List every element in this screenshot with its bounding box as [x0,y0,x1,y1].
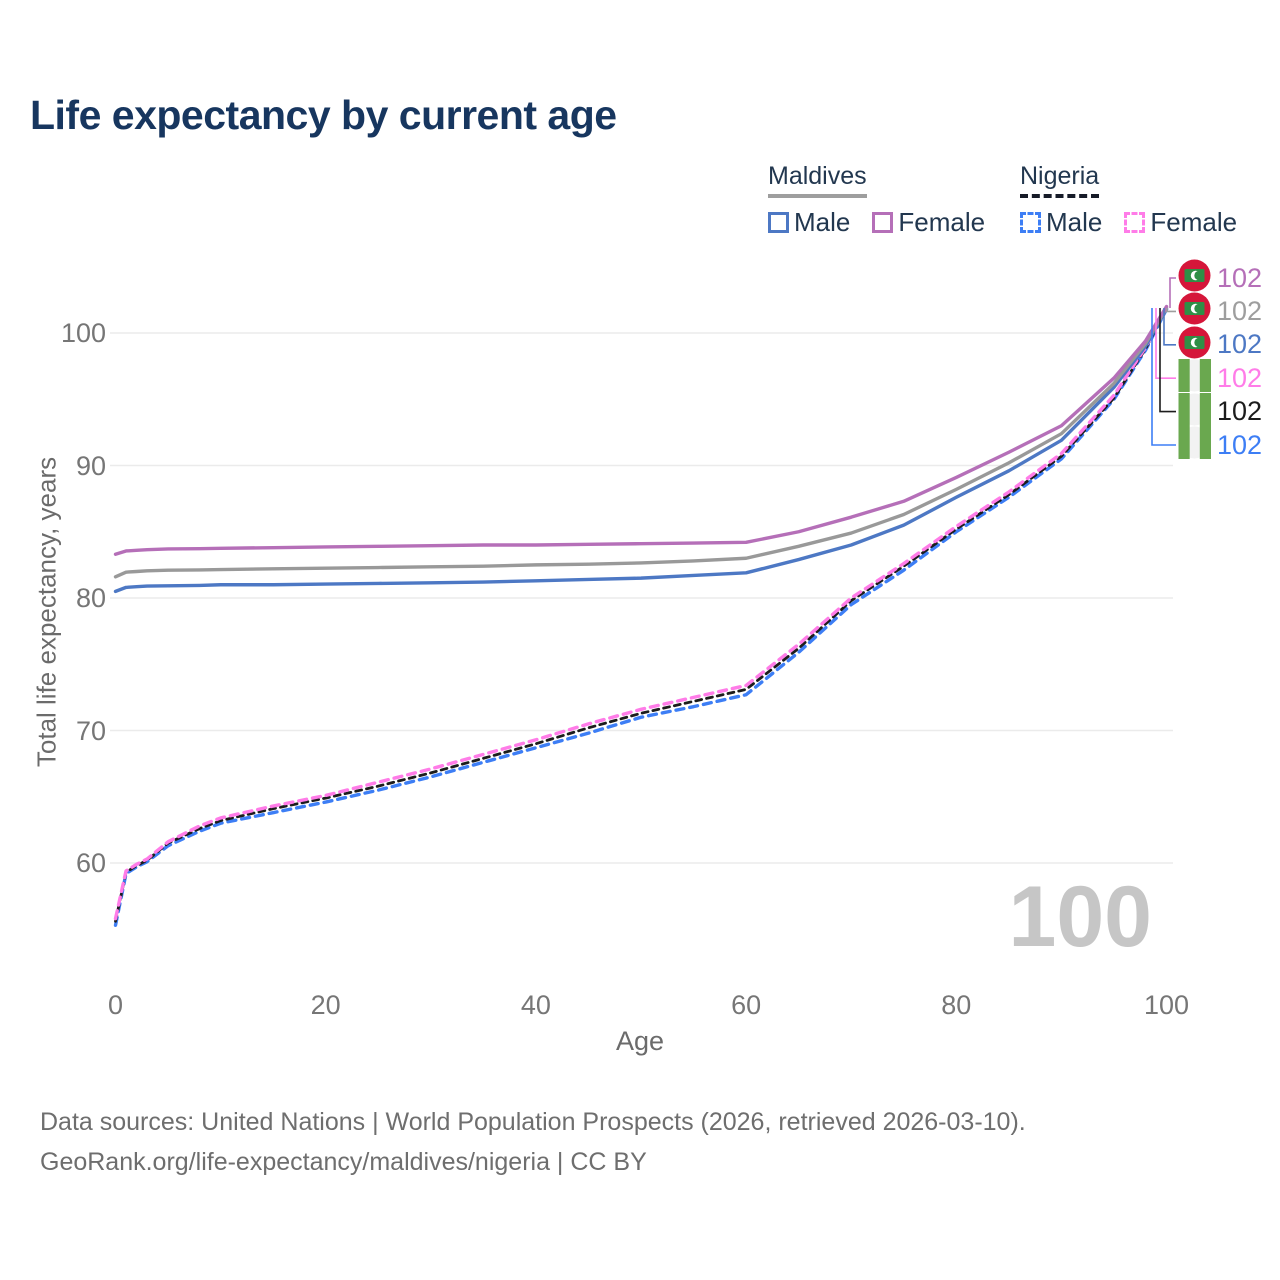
leader-line-nigeria-total [1159,308,1176,413]
x-tick-label: 0 [107,990,124,1020]
x-tick-label: 40 [520,990,551,1020]
legend-group-maldives: Maldives Male Female [768,162,1007,238]
legend-country-nigeria[interactable]: Nigeria [1020,162,1100,198]
nigeria-flag-icon [1178,426,1211,459]
legend-label: Male [1046,207,1103,237]
nigeria-male-swatch-icon [1020,212,1041,233]
end-label-value: 102 [1217,396,1263,427]
leader-line-nigeria-female [1155,308,1176,379]
series-line-nigeria-male [113,307,1169,927]
maldives-male-swatch-icon [768,212,789,233]
end-label-value: 102 [1217,362,1263,393]
x-axis-title: Age [615,1026,665,1056]
legend-label: Female [898,207,986,237]
legend-item-nigeria-male[interactable]: Male [1020,207,1102,238]
legend-group-nigeria: Nigeria Male Female [1020,162,1259,238]
end-label-maldives-total: 102 [1178,292,1263,330]
leader-line-maldives-male [1163,308,1176,346]
end-label-nigeria-male: 102 [1178,426,1263,464]
series-line-maldives-total [113,306,1169,579]
end-label-value: 102 [1217,429,1263,460]
nigeria-flag [1178,359,1211,397]
footer-attribution-link[interactable]: GeoRank.org/life-expectancy/maldives/nig… [40,1148,647,1176]
series-line-nigeria-total [114,307,1168,923]
legend-label: Male [794,207,851,237]
series-line-maldives-male [113,307,1169,594]
nigeria-flag [1178,392,1211,431]
y-tick-label: 60 [75,848,106,878]
series-line-nigeria-female [113,306,1169,921]
y-tick-label: 90 [75,450,106,481]
nigeria-flag [1178,426,1211,464]
legend-label: Female [1150,207,1238,237]
legend-country-maldives[interactable]: Maldives [768,162,867,198]
y-tick-label: 80 [75,583,106,613]
maldives-flag [1178,292,1211,330]
age-counter-watermark: 100 [1008,869,1153,965]
x-tick-label: 20 [310,990,341,1020]
legend-item-maldives-female[interactable]: Female [872,207,985,238]
end-label-nigeria-total: 102 [1178,392,1263,431]
end-label-maldives-male: 102 [1178,326,1263,364]
x-tick-label: 60 [731,990,762,1020]
nigeria-flag-icon [1178,392,1211,426]
leader-line-nigeria-male [1151,308,1176,446]
maldives-flag-icon [1178,259,1211,292]
leader-line-maldives-female [1169,277,1176,308]
legend-item-maldives-male[interactable]: Male [768,207,850,238]
maldives-flag [1178,259,1211,297]
leader-line-maldives-total [1166,308,1176,313]
x-tick-label: 80 [941,990,972,1020]
maldives-flag-icon [1178,326,1211,359]
end-label-value: 102 [1217,295,1263,326]
maldives-flag-icon [1178,292,1211,325]
end-label-maldives-female: 102 [1178,259,1263,297]
end-label-value: 102 [1217,262,1263,293]
maldives-female-swatch-icon [872,212,894,233]
end-label-value: 102 [1217,329,1263,360]
y-tick-label: 70 [75,715,106,746]
maldives-flag [1178,326,1211,364]
end-label-nigeria-female: 102 [1178,359,1263,397]
x-tick-label: 100 [1143,990,1190,1020]
footer-data-sources: Data sources: United Nations | World Pop… [40,1108,1026,1136]
nigeria-flag-icon [1178,359,1211,393]
page-title: Life expectancy by current age [30,92,617,138]
y-tick-label: 100 [60,318,106,348]
series-line-maldives-female [113,304,1169,556]
legend-item-nigeria-female[interactable]: Female [1124,207,1237,238]
nigeria-female-swatch-icon [1124,212,1146,233]
